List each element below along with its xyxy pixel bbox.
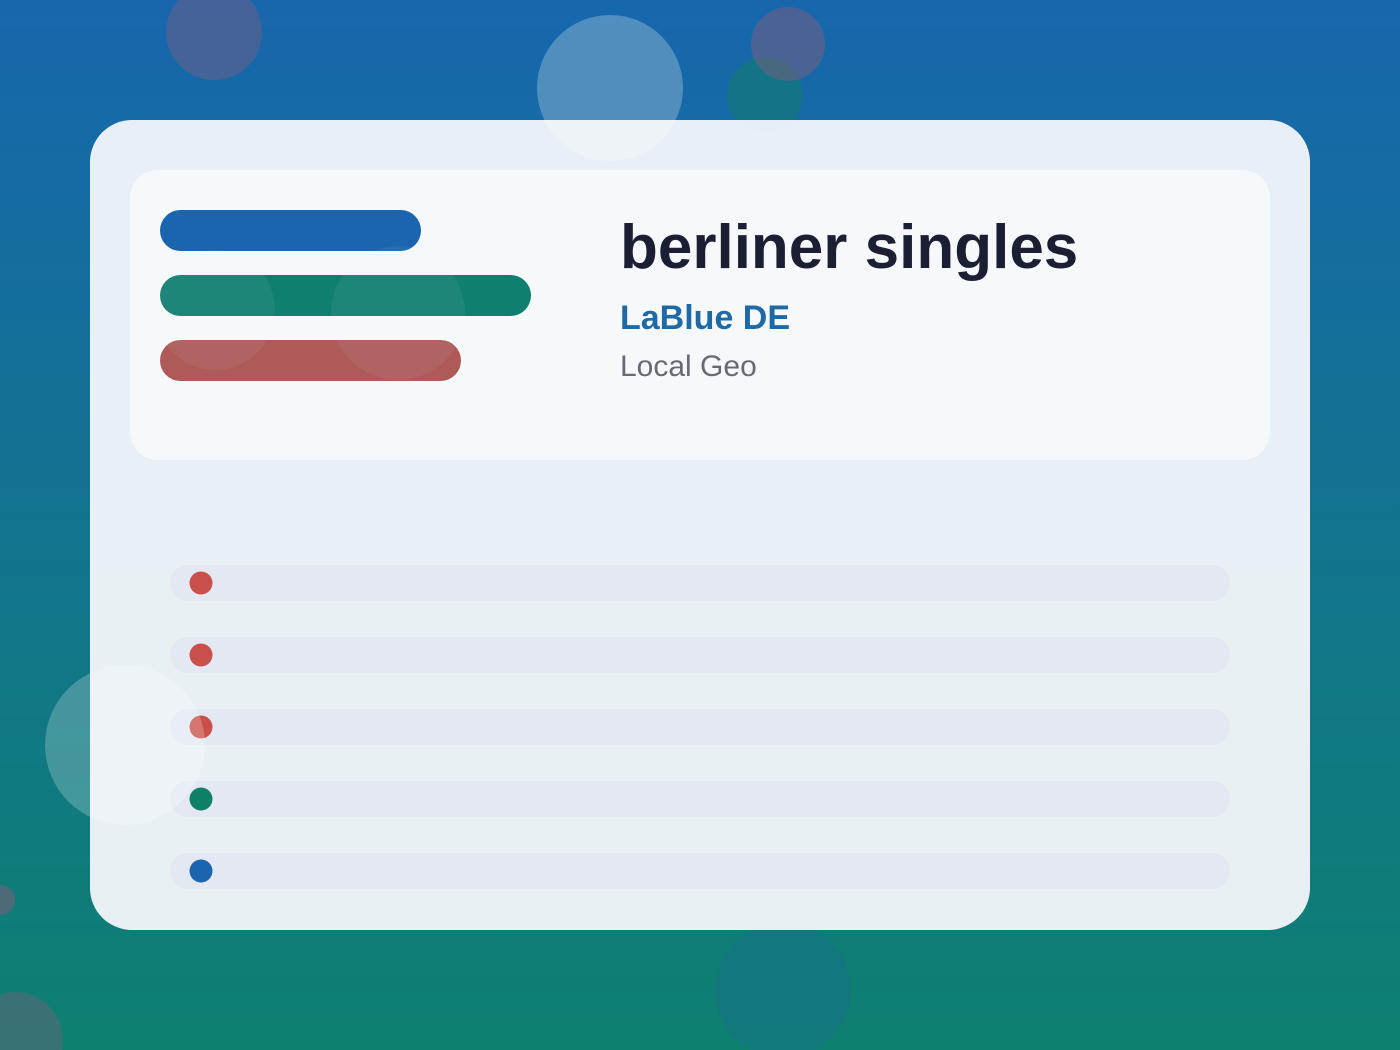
overlay-circles (45, 15, 683, 825)
color-bars (160, 210, 531, 381)
subtitle: LaBlue DE (620, 299, 790, 337)
title: berliner singles (620, 213, 1078, 282)
decor-circles (0, 0, 851, 1050)
tag: Local Geo (620, 350, 757, 383)
list (170, 565, 1230, 889)
